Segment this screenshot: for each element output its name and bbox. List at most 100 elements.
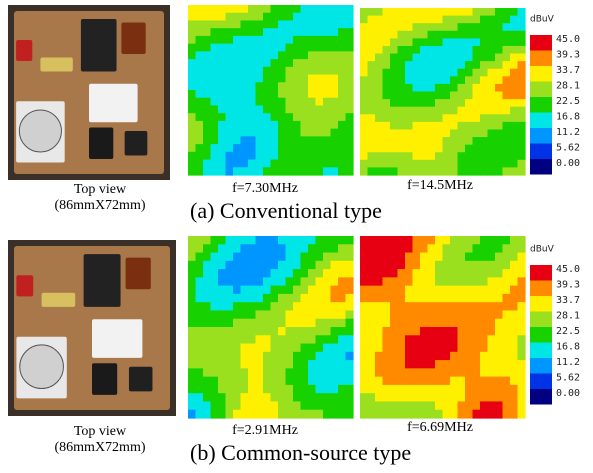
map-cell (435, 61, 443, 69)
map-cell (308, 236, 316, 245)
map-cell (405, 310, 413, 319)
map-cell (443, 152, 451, 160)
map-cell (203, 368, 211, 377)
map-cell (196, 253, 204, 262)
map-cell (368, 385, 376, 394)
map-cell (316, 160, 324, 168)
map-cell (465, 253, 473, 262)
map-cell (203, 90, 211, 98)
map-cell (331, 113, 339, 121)
map-cell (263, 277, 271, 286)
map-cell (383, 167, 391, 175)
map-cell (360, 107, 368, 115)
map-cell (271, 152, 279, 160)
map-cell (346, 36, 354, 44)
map-cell (196, 152, 204, 160)
map-cell (188, 352, 196, 361)
map-cell (405, 261, 413, 270)
map-cell (390, 244, 398, 253)
map-cell (450, 385, 458, 394)
map-cell (368, 99, 376, 107)
map-cell (435, 385, 443, 394)
map-cell (443, 145, 451, 153)
map-cell (383, 122, 391, 130)
map-cell (488, 114, 496, 122)
map-cell (196, 401, 204, 410)
map-cell (360, 261, 368, 270)
map-cell (286, 105, 294, 113)
map-cell (428, 46, 436, 54)
map-cell (465, 23, 473, 31)
map-cell (308, 294, 316, 303)
map-cell (226, 344, 234, 353)
map-cell (458, 61, 466, 69)
map-cell (413, 61, 421, 69)
map-cell (398, 286, 406, 295)
map-cell (495, 360, 503, 369)
map-cell (473, 38, 481, 46)
map-cell (338, 368, 346, 377)
map-cell (420, 129, 428, 137)
map-cell (301, 167, 309, 175)
map-cell (368, 76, 376, 84)
map-cell (503, 327, 511, 336)
map-cell (510, 393, 518, 402)
map-cell (450, 335, 458, 344)
map-cell (443, 269, 451, 278)
map-cell (203, 121, 211, 129)
map-cell (503, 167, 511, 175)
map-cell (316, 59, 324, 67)
map-cell (443, 377, 451, 386)
map-cell (405, 335, 413, 344)
map-cell (435, 261, 443, 270)
map-cell (286, 129, 294, 137)
map-cell (278, 269, 286, 278)
component (89, 84, 138, 123)
map-cell (383, 277, 391, 286)
map-cell (405, 269, 413, 278)
map-cell (188, 152, 196, 160)
map-cell (375, 253, 383, 262)
map-cell (510, 114, 518, 122)
map-cell (188, 28, 196, 36)
map-cell (196, 410, 204, 419)
map-cell (331, 13, 339, 21)
map-cell (518, 302, 526, 311)
map-cell (503, 122, 511, 130)
map-cell (510, 335, 518, 344)
map-cell (435, 137, 443, 145)
map-cell (293, 13, 301, 21)
map-cell (443, 410, 451, 419)
map-cell (443, 92, 451, 100)
map-cell (473, 310, 481, 319)
map-cell (211, 20, 219, 28)
map-cell (203, 277, 211, 286)
map-cell (293, 59, 301, 67)
map-cell (233, 44, 241, 52)
map-cell (503, 38, 511, 46)
map-cell (316, 319, 324, 328)
map-cell (413, 84, 421, 92)
map-cell (301, 67, 309, 75)
map-cell (196, 67, 204, 75)
map-cell (241, 90, 249, 98)
photo-caption: Top view (74, 182, 127, 197)
map-cell (271, 20, 279, 28)
map-cell (503, 302, 511, 311)
map-cell (360, 352, 368, 361)
map-cell (218, 51, 226, 59)
map-cell (420, 377, 428, 386)
map-cell (286, 244, 294, 253)
map-cell (398, 145, 406, 153)
map-cell (473, 107, 481, 115)
map-cell (488, 145, 496, 153)
map-cell (368, 61, 376, 69)
map-cell (301, 160, 309, 168)
map-cell (308, 377, 316, 386)
map-cell (465, 344, 473, 353)
map-cell (435, 92, 443, 100)
map-cell (331, 144, 339, 152)
map-cell (346, 401, 354, 410)
map-cell (203, 410, 211, 419)
map-cell (443, 302, 451, 311)
